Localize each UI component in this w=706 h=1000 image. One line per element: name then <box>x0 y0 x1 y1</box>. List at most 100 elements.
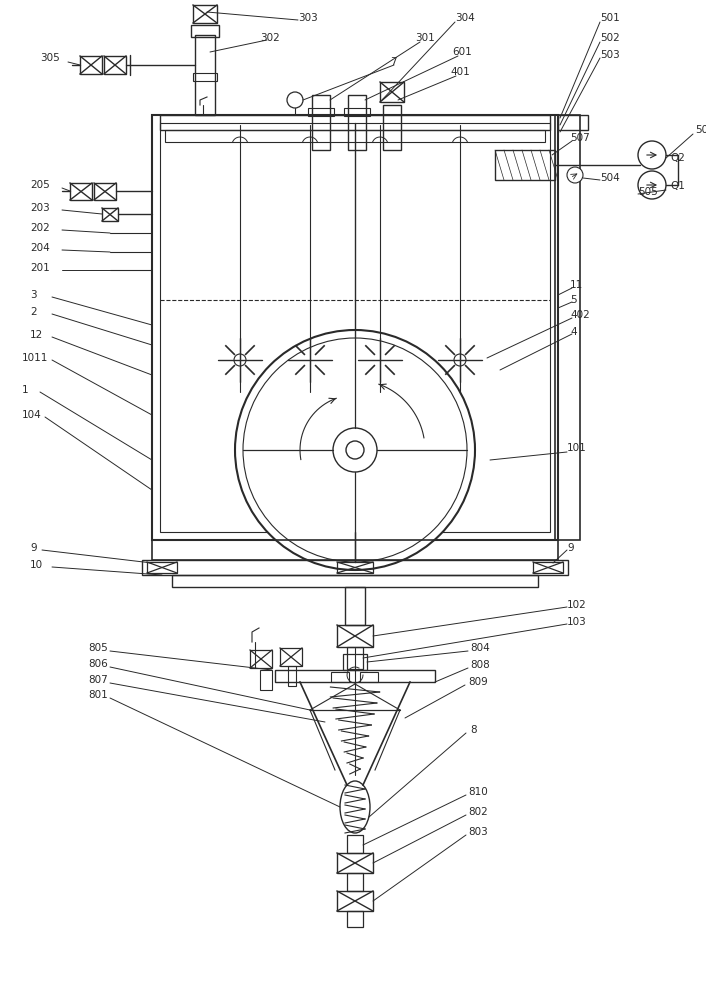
Text: 1011: 1011 <box>22 353 49 363</box>
Text: 802: 802 <box>468 807 488 817</box>
Bar <box>160 123 550 532</box>
Text: 807: 807 <box>88 675 108 685</box>
Bar <box>331 672 349 682</box>
Bar <box>70 183 92 200</box>
Text: 402: 402 <box>570 310 590 320</box>
Circle shape <box>234 354 246 366</box>
Bar <box>343 654 367 670</box>
Bar <box>347 647 363 669</box>
Bar <box>380 82 404 102</box>
Text: 102: 102 <box>567 600 587 610</box>
Bar <box>191 25 219 37</box>
Text: 810: 810 <box>468 787 488 797</box>
Circle shape <box>638 171 666 199</box>
Text: 803: 803 <box>468 827 488 837</box>
Circle shape <box>243 338 467 562</box>
Bar <box>345 587 365 625</box>
Bar <box>152 540 558 560</box>
Text: 10: 10 <box>30 560 43 570</box>
Bar <box>347 873 363 891</box>
Text: 8: 8 <box>470 725 477 735</box>
Bar <box>308 108 334 116</box>
Bar <box>337 891 373 911</box>
Text: 401: 401 <box>450 67 469 77</box>
Bar <box>260 670 272 690</box>
Text: 7: 7 <box>390 57 397 67</box>
Circle shape <box>567 167 583 183</box>
Ellipse shape <box>340 781 370 833</box>
Text: 503: 503 <box>600 50 620 60</box>
Text: 301: 301 <box>415 33 435 43</box>
Text: 801: 801 <box>88 690 108 700</box>
Text: 203: 203 <box>30 203 49 213</box>
Text: 305: 305 <box>40 53 60 63</box>
Bar <box>193 73 217 81</box>
Text: 9: 9 <box>567 543 573 553</box>
Text: 12: 12 <box>30 330 43 340</box>
Text: 201: 201 <box>30 263 49 273</box>
Bar <box>533 562 563 573</box>
Bar <box>312 95 330 150</box>
Text: 806: 806 <box>88 659 108 669</box>
Text: Q2: Q2 <box>670 153 685 163</box>
Text: 202: 202 <box>30 223 49 233</box>
Text: 1: 1 <box>22 385 29 395</box>
Bar <box>142 560 568 575</box>
Text: 505: 505 <box>638 187 658 197</box>
Bar <box>250 650 272 668</box>
Bar <box>165 130 545 142</box>
Bar <box>347 911 363 927</box>
Circle shape <box>235 330 475 570</box>
Text: 104: 104 <box>22 410 42 420</box>
Text: 507: 507 <box>570 133 590 143</box>
Bar <box>193 5 217 23</box>
Text: 103: 103 <box>567 617 587 627</box>
Text: 808: 808 <box>470 660 490 670</box>
Bar <box>80 56 102 74</box>
Text: 3: 3 <box>30 290 37 300</box>
Text: 9: 9 <box>30 543 37 553</box>
Bar <box>348 95 366 150</box>
Text: 4: 4 <box>570 327 577 337</box>
Bar <box>555 115 580 540</box>
Circle shape <box>454 354 466 366</box>
Bar <box>495 150 555 180</box>
Circle shape <box>638 141 666 169</box>
Text: 5: 5 <box>570 295 577 305</box>
Text: 205: 205 <box>30 180 49 190</box>
Text: 501: 501 <box>600 13 620 23</box>
Text: 11: 11 <box>570 280 583 290</box>
Bar <box>152 115 558 540</box>
Bar <box>94 183 116 200</box>
Text: 601: 601 <box>452 47 472 57</box>
Bar <box>147 562 177 573</box>
Bar <box>337 853 373 873</box>
Text: 809: 809 <box>468 677 488 687</box>
Circle shape <box>374 354 386 366</box>
Text: 804: 804 <box>470 643 490 653</box>
Text: 506: 506 <box>695 125 706 135</box>
Text: 204: 204 <box>30 243 49 253</box>
Text: 504: 504 <box>600 173 620 183</box>
Bar <box>344 108 370 116</box>
Circle shape <box>287 92 303 108</box>
Bar <box>337 625 373 647</box>
Bar <box>280 648 302 666</box>
Bar <box>558 115 588 130</box>
Bar <box>102 208 118 221</box>
Bar <box>195 35 215 115</box>
Bar <box>275 670 435 682</box>
Text: 302: 302 <box>260 33 280 43</box>
Circle shape <box>333 428 377 472</box>
Bar <box>288 666 296 686</box>
Bar <box>104 56 126 74</box>
Text: 304: 304 <box>455 13 474 23</box>
Bar <box>172 575 538 587</box>
Text: 303: 303 <box>298 13 318 23</box>
Text: 2: 2 <box>30 307 37 317</box>
Bar <box>360 672 378 682</box>
Circle shape <box>346 441 364 459</box>
Text: 101: 101 <box>567 443 587 453</box>
Text: 805: 805 <box>88 643 108 653</box>
Text: Q1: Q1 <box>670 181 685 191</box>
